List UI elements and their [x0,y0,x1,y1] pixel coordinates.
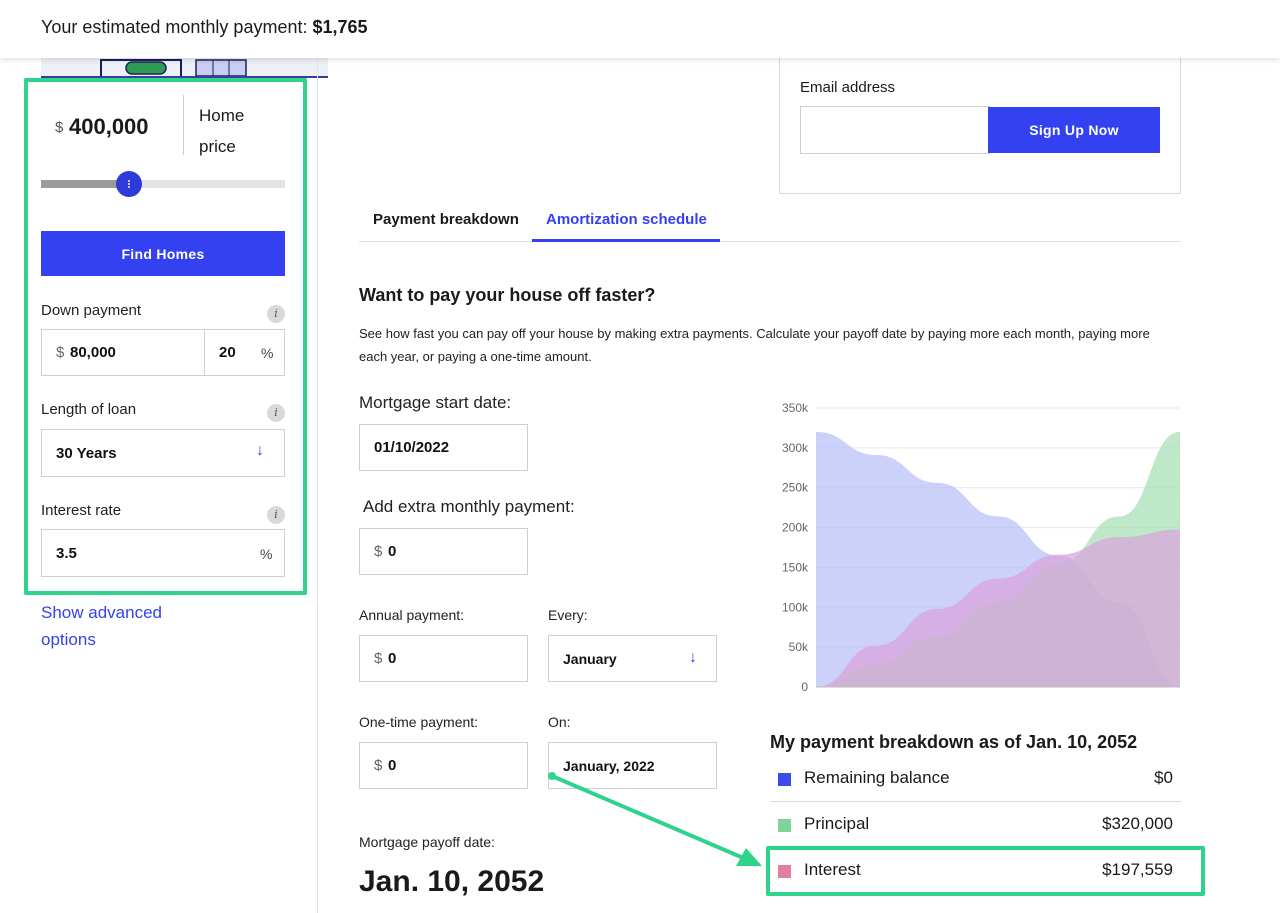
y-tick-label: 0 [801,680,808,694]
home-price-slider[interactable] [41,171,285,197]
annual-payment-value: 0 [388,650,397,667]
interest-highlight-box [766,846,1205,896]
breakdown-row-name: Principal [804,814,870,833]
tabs-underline [359,241,1181,242]
interest-rate-info-icon[interactable]: i [267,506,285,524]
y-tick-label: 250k [782,481,809,495]
email-input[interactable] [800,106,990,154]
breakdown-row-name: Remaining balance [804,768,950,787]
extra-monthly-currency: $ [374,543,383,560]
one-time-payment-label: One-time payment: [359,714,479,730]
principal-swatch [778,819,791,832]
start-date-input[interactable]: 01/10/2022 [359,424,528,471]
amortization-chart: 0 50k 100k 150k 200k 250k 300k 350k [782,401,1180,694]
show-advanced-options-link[interactable]: Show advanced options [41,603,162,649]
loan-length-value: 30 Years [56,445,117,462]
down-payment-percent-unit: % [261,345,274,361]
down-payment-info-icon[interactable]: i [267,305,285,323]
arrow-down-icon: ↓ [689,649,697,666]
one-time-payment-value: 0 [388,757,397,774]
arrow-down-icon: ↓ [256,442,264,459]
y-tick-label: 50k [789,640,809,654]
extra-monthly-value: 0 [388,543,397,560]
extra-monthly-label: Add extra monthly payment: [363,497,575,516]
newsletter-signup-card: Email address Sign Up Now [779,58,1181,194]
interest-rate-unit: % [260,546,273,562]
section-description: See how fast you can pay off your house … [359,326,1150,364]
every-month-select[interactable]: January ↓ [548,635,717,682]
every-month-value: January [563,651,617,667]
payoff-date-value: Jan. 10, 2052 [359,865,545,898]
home-price-value[interactable]: 400,000 [69,114,149,139]
annual-payment-label: Annual payment: [359,607,465,623]
home-price-currency: $ [55,119,64,136]
y-tick-label: 300k [782,441,809,455]
one-time-date-input[interactable]: January, 2022 [548,742,717,789]
section-heading: Want to pay your house off faster? [359,285,656,305]
annual-payment-input[interactable]: $ 0 [359,635,528,682]
annual-payment-currency: $ [374,650,383,667]
breakdown-row-interest: Interest $197,559 [770,850,1181,894]
estimated-payment-prefix: Your estimated monthly payment: [41,17,313,37]
down-payment-percent-value: 20 [219,344,236,361]
breakdown-row-principal: Principal $320,000 [770,804,1181,848]
breakdown-row-amount: $0 [1154,768,1173,787]
y-tick-label: 100k [782,600,809,614]
home-price-divider [183,95,184,155]
y-tick-label: 150k [782,560,809,574]
interest-rate-input[interactable]: 3.5 % [41,529,285,577]
every-label: Every: [548,607,588,623]
down-payment-currency: $ [56,344,65,361]
breakdown-row-name: Interest [804,860,861,879]
email-label: Email address [800,79,896,96]
breakdown-row-amount: $197,559 [1102,860,1173,879]
y-tick-label: 350k [782,401,809,415]
interest-rate-label: Interest rate [41,502,122,519]
estimated-payment-amount: $1,765 [312,17,368,37]
home-price-slider-thumb[interactable] [115,171,142,197]
on-label: On: [548,714,571,730]
tab-amortization-schedule[interactable]: Amortization schedule [546,211,707,228]
one-time-payment-input[interactable]: $ 0 [359,742,528,789]
estimated-payment-text: Your estimated monthly payment: $1,765 [41,17,368,38]
sign-up-now-button[interactable]: Sign Up Now [988,107,1160,153]
extra-monthly-input[interactable]: $ 0 [359,528,528,575]
breakdown-row-amount: $320,000 [1102,814,1173,833]
down-payment-amount-input[interactable]: $ 80,000 [41,329,205,376]
house-illustration [41,58,328,78]
payoff-date-label: Mortgage payoff date: [359,834,495,850]
interest-swatch [778,865,791,878]
start-date-value: 01/10/2022 [374,439,450,456]
down-payment-label: Down payment [41,302,142,319]
loan-length-select[interactable]: 30 Years ↓ [41,429,285,477]
y-tick-label: 200k [782,521,809,535]
tab-payment-breakdown[interactable]: Payment breakdown [373,211,519,228]
loan-length-info-icon[interactable]: i [267,404,285,422]
home-price-label: Home price [199,106,245,156]
interest-rate-value: 3.5 [56,545,77,562]
estimated-payment-banner: Your estimated monthly payment: $1,765 [0,0,1280,58]
loan-length-label: Length of loan [41,401,137,418]
breakdown-divider [770,801,1181,802]
home-price-slider-fill [41,180,129,188]
one-time-date-value: January, 2022 [563,758,655,774]
down-payment-amount-value: 80,000 [70,344,116,361]
find-homes-button[interactable]: Find Homes [41,231,285,276]
one-time-payment-currency: $ [374,757,383,774]
breakdown-title: My payment breakdown as of Jan. 10, 2052 [770,732,1138,752]
interest-area [816,529,1180,687]
remaining-balance-swatch [778,773,791,786]
sidebar-divider [317,58,318,913]
active-tab-indicator [532,239,720,242]
down-payment-percent-input[interactable]: 20 % [204,329,285,376]
start-date-label: Mortgage start date: [359,393,512,412]
annotation-arrow-icon [548,772,762,866]
calculator-highlight-box [24,78,307,595]
breakdown-row-remaining-balance: Remaining balance $0 [770,758,1181,802]
